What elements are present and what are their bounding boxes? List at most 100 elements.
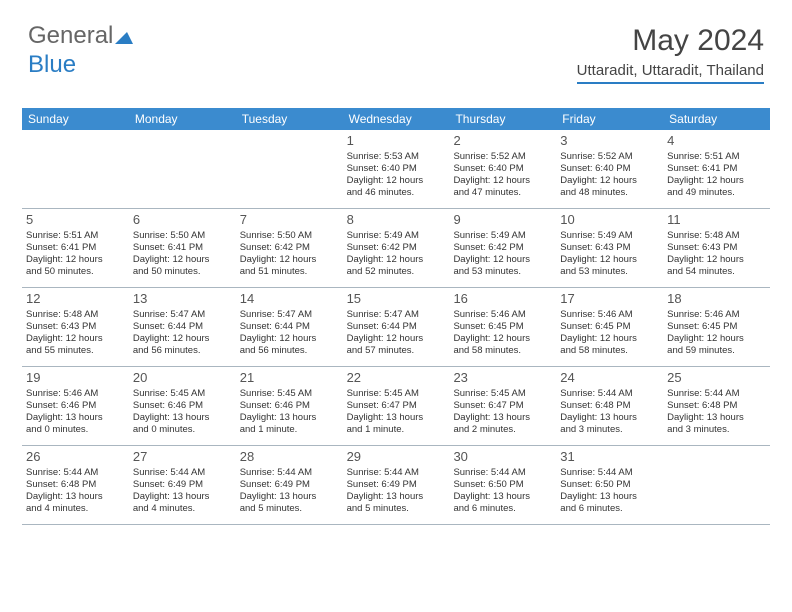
day-info-line: Sunset: 6:44 PM	[240, 321, 339, 333]
day-cell: 3Sunrise: 5:52 AMSunset: 6:40 PMDaylight…	[556, 130, 663, 208]
day-info-line: and 50 minutes.	[26, 266, 125, 278]
day-cell: 28 Sunrise: 5:44 AMSunset: 6:49 PMDayligh…	[236, 446, 343, 524]
day-cell: 13Sunrise: 5:47 AMSunset: 6:44 PMDayligh…	[129, 288, 236, 366]
day-cell: 12Sunrise: 5:48 AMSunset: 6:43 PMDayligh…	[22, 288, 129, 366]
day-info: Sunrise: 5:45 AMSunset: 6:46 PMDaylight:…	[133, 388, 232, 436]
day-info-line: Sunset: 6:45 PM	[560, 321, 659, 333]
day-cell: 16Sunrise: 5:46 AMSunset: 6:45 PMDayligh…	[449, 288, 556, 366]
day-info-line: Daylight: 13 hours	[560, 412, 659, 424]
week-row: 19Sunrise: 5:46 AMSunset: 6:46 PMDayligh…	[22, 367, 770, 446]
day-cell: 7Sunrise: 5:50 AMSunset: 6:42 PMDaylight…	[236, 209, 343, 287]
day-info-line: Daylight: 13 hours	[667, 412, 766, 424]
day-number: 20	[133, 370, 232, 386]
day-info: Sunrise: 5:44 AMSunset: 6:50 PMDaylight:…	[453, 467, 552, 515]
day-cell: 26Sunrise: 5:44 AMSunset: 6:48 PMDayligh…	[22, 446, 129, 524]
day-info-line: Sunset: 6:42 PM	[347, 242, 446, 254]
day-info-line: Sunrise: 5:50 AM	[133, 230, 232, 242]
day-info-line: Sunrise: 5:44 AM	[240, 467, 339, 479]
day-info-line: Sunset: 6:50 PM	[560, 479, 659, 491]
day-cell: 15Sunrise: 5:47 AMSunset: 6:44 PMDayligh…	[343, 288, 450, 366]
day-info-line: Daylight: 12 hours	[133, 254, 232, 266]
day-cell: 19Sunrise: 5:46 AMSunset: 6:46 PMDayligh…	[22, 367, 129, 445]
day-info-line: Sunrise: 5:49 AM	[453, 230, 552, 242]
day-number: 25	[667, 370, 766, 386]
day-number: 15	[347, 291, 446, 307]
day-info-line: Daylight: 12 hours	[347, 254, 446, 266]
logo: General Blue	[28, 22, 133, 79]
day-info-line: and 4 minutes.	[133, 503, 232, 515]
day-cell: 18Sunrise: 5:46 AMSunset: 6:45 PMDayligh…	[663, 288, 770, 366]
day-info: Sunrise: 5:44 AMSunset: 6:48 PMDaylight:…	[26, 467, 125, 515]
day-info: Sunrise: 5:48 AMSunset: 6:43 PMDaylight:…	[667, 230, 766, 278]
day-info-line: Sunrise: 5:45 AM	[240, 388, 339, 400]
day-info: Sunrise: 5:52 AMSunset: 6:40 PMDaylight:…	[453, 151, 552, 199]
day-info-line: and 5 minutes.	[240, 503, 339, 515]
day-number: 28	[240, 449, 339, 465]
day-info-line: Sunset: 6:41 PM	[667, 163, 766, 175]
day-info-line: Sunset: 6:40 PM	[453, 163, 552, 175]
day-info-line: Sunset: 6:44 PM	[133, 321, 232, 333]
day-info-line: Daylight: 12 hours	[240, 333, 339, 345]
day-info-line: Daylight: 13 hours	[240, 412, 339, 424]
day-info-line: Sunrise: 5:47 AM	[347, 309, 446, 321]
day-info-line: and 52 minutes.	[347, 266, 446, 278]
day-info-line: and 58 minutes.	[453, 345, 552, 357]
day-number: 17	[560, 291, 659, 307]
day-info-line: Sunrise: 5:46 AM	[667, 309, 766, 321]
day-info-line: Sunrise: 5:44 AM	[26, 467, 125, 479]
day-info-line: and 51 minutes.	[240, 266, 339, 278]
day-info-line: Daylight: 13 hours	[453, 491, 552, 503]
day-cell: 29Sunrise: 5:44 AMSunset: 6:49 PMDayligh…	[343, 446, 450, 524]
day-number: 30	[453, 449, 552, 465]
header-right: May 2024 Uttaradit, Uttaradit, Thailand	[577, 24, 764, 84]
day-info-line: Daylight: 13 hours	[453, 412, 552, 424]
day-info-line: Sunrise: 5:44 AM	[667, 388, 766, 400]
day-info-line: Sunset: 6:47 PM	[453, 400, 552, 412]
day-info-line: and 55 minutes.	[26, 345, 125, 357]
day-info-line: and 1 minute.	[240, 424, 339, 436]
day-info-line: Daylight: 12 hours	[560, 175, 659, 187]
day-info-line: Daylight: 12 hours	[560, 333, 659, 345]
logo-text-1: General	[28, 22, 113, 49]
day-info-line: Daylight: 12 hours	[133, 333, 232, 345]
weekday-header: Saturday	[663, 108, 770, 130]
day-info-line: Sunset: 6:46 PM	[240, 400, 339, 412]
day-info: Sunrise: 5:44 AMSunset: 6:49 PMDaylight:…	[240, 467, 339, 515]
day-info: Sunrise: 5:45 AMSunset: 6:47 PMDaylight:…	[453, 388, 552, 436]
day-info-line: Sunrise: 5:44 AM	[560, 467, 659, 479]
day-info: Sunrise: 5:47 AMSunset: 6:44 PMDaylight:…	[240, 309, 339, 357]
day-number: 9	[453, 212, 552, 228]
day-info: Sunrise: 5:45 AMSunset: 6:46 PMDaylight:…	[240, 388, 339, 436]
day-info-line: and 59 minutes.	[667, 345, 766, 357]
day-info-line: Sunrise: 5:51 AM	[26, 230, 125, 242]
day-cell: 30 Sunrise: 5:44 AMSunset: 6:50 PMDayligh…	[449, 446, 556, 524]
day-cell: 1Sunrise: 5:53 AMSunset: 6:40 PMDaylight…	[343, 130, 450, 208]
day-info-line: Sunrise: 5:47 AM	[240, 309, 339, 321]
day-info-line: Sunrise: 5:46 AM	[26, 388, 125, 400]
day-info-line: Sunrise: 5:49 AM	[560, 230, 659, 242]
day-number: 5	[26, 212, 125, 228]
day-number: 4	[667, 133, 766, 149]
location-text: Uttaradit, Uttaradit, Thailand	[577, 62, 764, 84]
day-info: Sunrise: 5:45 AMSunset: 6:47 PMDaylight:…	[347, 388, 446, 436]
day-number: 6	[133, 212, 232, 228]
day-number: 31	[560, 449, 659, 465]
day-cell: 8Sunrise: 5:49 AMSunset: 6:42 PMDaylight…	[343, 209, 450, 287]
day-info-line: Daylight: 13 hours	[347, 491, 446, 503]
day-info: Sunrise: 5:52 AMSunset: 6:40 PMDaylight:…	[560, 151, 659, 199]
week-row: 1Sunrise: 5:53 AMSunset: 6:40 PMDaylight…	[22, 130, 770, 209]
day-cell	[22, 130, 129, 208]
day-number: 16	[453, 291, 552, 307]
day-info-line: Daylight: 12 hours	[453, 254, 552, 266]
day-cell: 2Sunrise: 5:52 AMSunset: 6:40 PMDaylight…	[449, 130, 556, 208]
day-info-line: Sunrise: 5:44 AM	[453, 467, 552, 479]
day-cell: 4Sunrise: 5:51 AMSunset: 6:41 PMDaylight…	[663, 130, 770, 208]
day-cell: 9Sunrise: 5:49 AMSunset: 6:42 PMDaylight…	[449, 209, 556, 287]
day-info-line: Sunrise: 5:45 AM	[347, 388, 446, 400]
day-number: 18	[667, 291, 766, 307]
day-info-line: Sunset: 6:41 PM	[133, 242, 232, 254]
day-cell: 22Sunrise: 5:45 AMSunset: 6:47 PMDayligh…	[343, 367, 450, 445]
day-info-line: Daylight: 13 hours	[26, 412, 125, 424]
day-cell: 21Sunrise: 5:45 AMSunset: 6:46 PMDayligh…	[236, 367, 343, 445]
day-cell	[129, 130, 236, 208]
